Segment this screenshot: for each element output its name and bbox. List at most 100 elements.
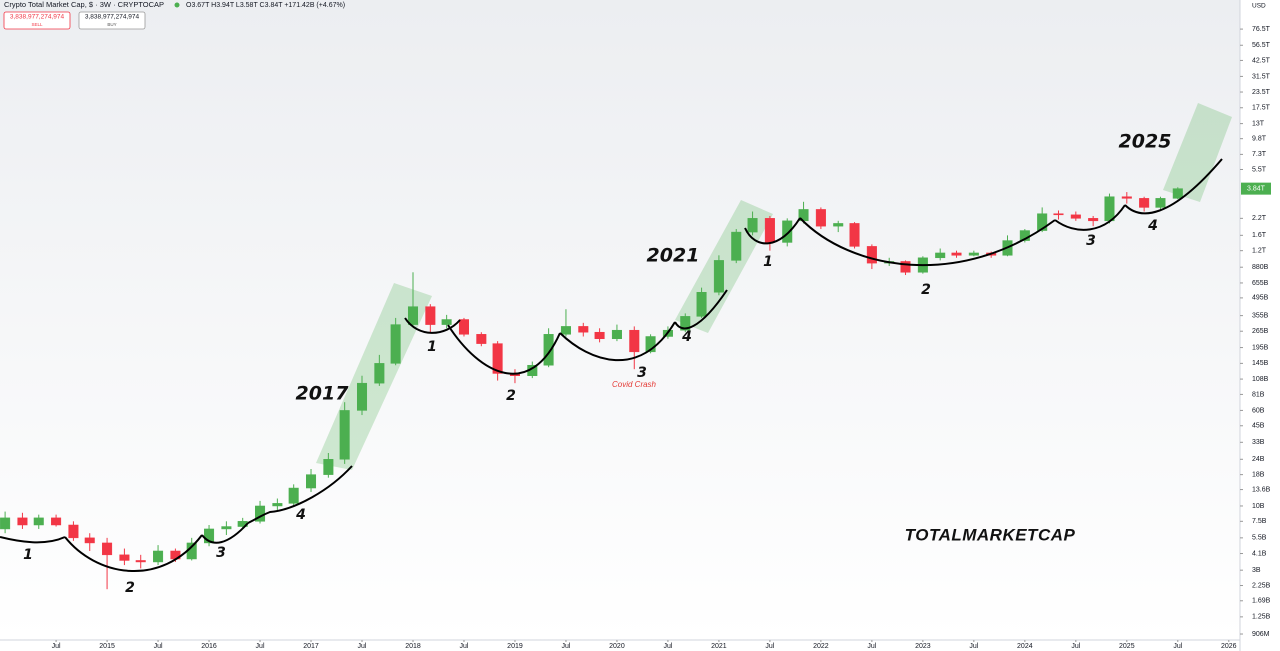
candle-body bbox=[1104, 196, 1115, 222]
x-tick-label: Jul bbox=[663, 643, 672, 650]
y-tick-label: 195B bbox=[1252, 344, 1269, 351]
trend-band bbox=[1163, 103, 1232, 202]
buy-button[interactable] bbox=[78, 11, 146, 30]
x-tick-label: 2019 bbox=[507, 643, 523, 650]
cycle-curves bbox=[0, 158, 1223, 572]
y-tick-label: 18B bbox=[1252, 471, 1265, 478]
cycle-curve bbox=[799, 217, 1056, 267]
annotation: 4 bbox=[681, 329, 692, 345]
candle-body bbox=[611, 329, 622, 340]
y-tick-label: 13T bbox=[1252, 120, 1265, 127]
chart-title: Crypto Total Market Cap, $ · 3W · CRYPTO… bbox=[4, 0, 164, 9]
candle-body bbox=[1172, 188, 1183, 199]
status-dot bbox=[174, 2, 180, 8]
y-tick-label: 13.6B bbox=[1252, 486, 1271, 493]
candle-body bbox=[51, 517, 62, 526]
annotation: 1 bbox=[427, 339, 437, 355]
candle-body bbox=[935, 252, 946, 259]
y-tick-label: 880B bbox=[1252, 264, 1269, 271]
candle-body bbox=[543, 334, 554, 366]
last-price-label: 3.84T bbox=[1247, 185, 1266, 192]
candle-body bbox=[680, 316, 691, 331]
cycle-curve bbox=[247, 465, 353, 524]
candle-body bbox=[849, 223, 860, 247]
x-tick-label: Jul bbox=[765, 643, 774, 650]
x-tick-label: 2025 bbox=[1119, 643, 1135, 650]
cycle-curve bbox=[674, 289, 728, 330]
candle-body bbox=[1155, 198, 1166, 208]
candle-body bbox=[68, 524, 79, 539]
watermark: TOTALMARKETCAP bbox=[905, 525, 1076, 544]
candle-body bbox=[221, 526, 232, 530]
annotation: 3 bbox=[216, 545, 226, 561]
x-tick-label: 2015 bbox=[99, 643, 115, 650]
annotation: 1 bbox=[23, 547, 33, 563]
candle-body bbox=[323, 459, 334, 475]
y-tick-label: 76.5T bbox=[1252, 26, 1271, 33]
candle-body bbox=[306, 474, 317, 489]
last-price-tag bbox=[1241, 182, 1271, 195]
candle-body bbox=[1088, 218, 1099, 222]
candle-body bbox=[1037, 213, 1048, 231]
x-tick-label: Jul bbox=[256, 643, 265, 650]
x-tick-label: Jul bbox=[1173, 643, 1182, 650]
candle-body bbox=[492, 343, 503, 374]
cycle-curve bbox=[404, 317, 461, 334]
x-tick-label: 2022 bbox=[813, 643, 829, 650]
y-tick-label: 2.25B bbox=[1252, 582, 1271, 589]
x-tick-label: 2024 bbox=[1017, 643, 1033, 650]
candle-body bbox=[1139, 198, 1150, 208]
ohlc-readout: O3.67T H3.94T L3.58T C3.84T +171.42B (+4… bbox=[186, 2, 345, 9]
cycle-curve bbox=[559, 321, 676, 362]
candle-body bbox=[374, 363, 385, 384]
y-tick-label: 4.1B bbox=[1252, 550, 1267, 557]
x-tick-label: Jul bbox=[460, 643, 469, 650]
y-tick-label: 1.25B bbox=[1252, 614, 1271, 621]
sell-label: SELL bbox=[31, 22, 43, 27]
x-tick-label: Jul bbox=[561, 643, 570, 650]
cycle-curve bbox=[1124, 158, 1223, 215]
candle-body bbox=[288, 487, 299, 504]
x-tick-label: Jul bbox=[358, 643, 367, 650]
annotation: 3 bbox=[637, 365, 647, 381]
y-tick-label: 5.5B bbox=[1252, 535, 1267, 542]
y-tick-label: 24B bbox=[1252, 456, 1265, 463]
candle-body bbox=[17, 517, 28, 526]
candle-body bbox=[272, 503, 283, 507]
candle-body bbox=[900, 261, 911, 273]
x-tick-label: Jul bbox=[154, 643, 163, 650]
annotation: 2 bbox=[125, 580, 135, 596]
x-tick-label: 2017 bbox=[303, 643, 319, 650]
cycle-curve bbox=[1054, 204, 1126, 231]
y-tick-label: 10B bbox=[1252, 503, 1265, 510]
y-tick-label: 5.5T bbox=[1252, 166, 1267, 173]
x-tick-label: Jul bbox=[969, 643, 978, 650]
candle-body bbox=[1053, 213, 1064, 216]
y-tick-label: 906M bbox=[1252, 631, 1270, 638]
x-tick-label: 2026 bbox=[1221, 643, 1237, 650]
overlay: 1 2 3 4 2017 1 2 3 4 Covid Crash 2021 1 2 3 4 2025 TOTAL… bbox=[23, 131, 1171, 597]
y-tick-label: 7.5B bbox=[1252, 518, 1267, 525]
candles bbox=[0, 187, 1183, 590]
x-tick-label: 2016 bbox=[201, 643, 217, 650]
y-tick-label: 33B bbox=[1252, 439, 1265, 446]
candle-body bbox=[390, 324, 401, 364]
annotation: 4 bbox=[1147, 218, 1158, 234]
x-tick-label: 2018 bbox=[405, 643, 421, 650]
candle-body bbox=[0, 517, 11, 530]
y-tick-label: 145B bbox=[1252, 360, 1269, 367]
annotation: 2 bbox=[506, 388, 516, 404]
sell-button[interactable] bbox=[3, 11, 71, 30]
cycle-curve bbox=[744, 217, 801, 245]
candle-body bbox=[731, 231, 742, 261]
currency-label[interactable]: USD bbox=[1252, 3, 1266, 10]
y-tick-label: 655B bbox=[1252, 280, 1269, 287]
y-tick-label: 1.69B bbox=[1252, 598, 1271, 605]
candle-body bbox=[204, 528, 215, 544]
y-tick-label: 3B bbox=[1252, 567, 1261, 574]
candle-body bbox=[578, 326, 589, 333]
candle-body bbox=[407, 306, 419, 325]
y-tick-label: 1.2T bbox=[1252, 248, 1267, 255]
y-tick-label: 81B bbox=[1252, 391, 1265, 398]
